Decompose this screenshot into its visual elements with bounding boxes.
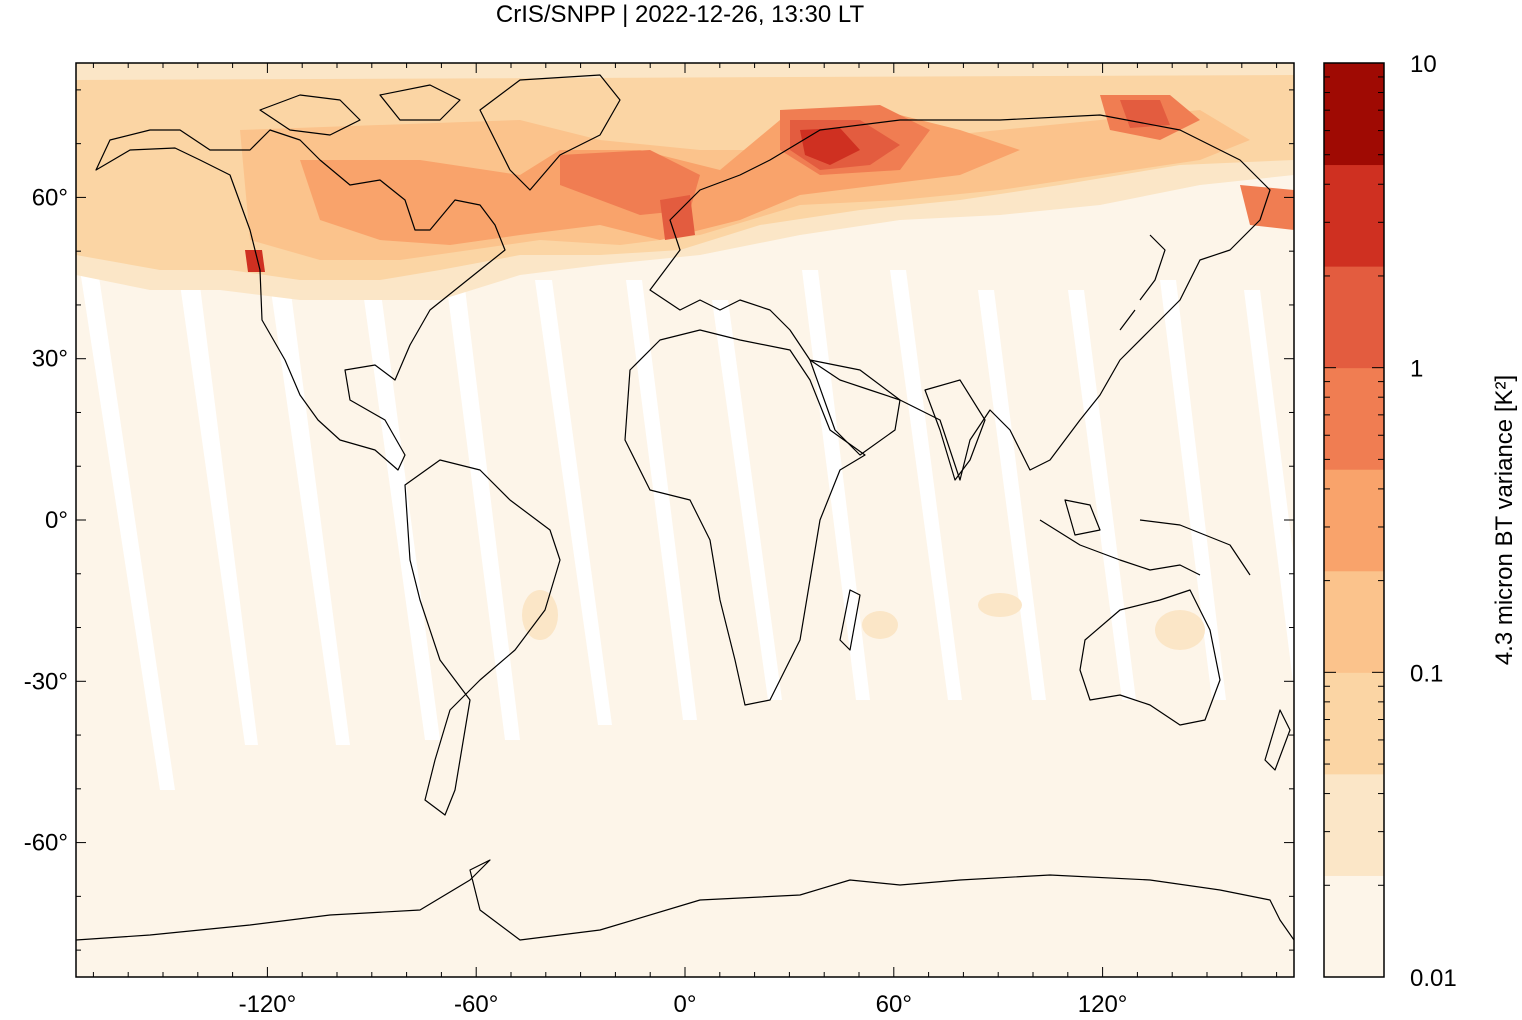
coastline-arctic-islands bbox=[259, 84, 461, 136]
x-tick-label: -120° bbox=[239, 991, 297, 1018]
orbit-gap bbox=[890, 270, 962, 700]
coastline-north-america bbox=[95, 129, 506, 471]
variance-region-max2 bbox=[245, 250, 265, 272]
colorbar-ticks bbox=[1324, 76, 1384, 978]
coastline-south-america bbox=[404, 459, 561, 816]
colorbar-tick-label: 1 bbox=[1410, 356, 1423, 383]
coastline-india bbox=[924, 379, 986, 481]
variance-region-high5 bbox=[1240, 185, 1294, 230]
colorbar-band bbox=[1324, 266, 1384, 369]
colorbar-band bbox=[1324, 469, 1384, 572]
coastline-africa bbox=[624, 329, 866, 706]
coastline-arabia bbox=[809, 359, 901, 456]
variance-patch bbox=[1155, 610, 1205, 650]
colorbar-tick-label: 10 bbox=[1410, 51, 1437, 78]
orbit-gap bbox=[1160, 280, 1226, 700]
x-tick-label: 0° bbox=[674, 991, 697, 1018]
orbit-gap bbox=[802, 270, 870, 700]
orbit-gap bbox=[360, 270, 440, 740]
variance-patch bbox=[978, 593, 1022, 617]
colorbar: 10 1 0.1 0.01 4.3 micron BT variance [K²] bbox=[1323, 51, 1518, 992]
orbit-gap bbox=[535, 280, 612, 725]
variance-patch bbox=[862, 611, 898, 639]
orbit-gap bbox=[80, 270, 175, 790]
orbit-gap bbox=[446, 280, 520, 740]
colorbar-band bbox=[1324, 570, 1384, 673]
y-tick-label: 30° bbox=[32, 346, 68, 373]
orbit-gap bbox=[1068, 290, 1136, 700]
coastline-japan bbox=[1119, 234, 1166, 331]
orbit-gap bbox=[1244, 290, 1294, 690]
colorbar-band bbox=[1324, 63, 1384, 166]
y-tick-label: 60° bbox=[32, 184, 68, 211]
colorbar-band bbox=[1324, 773, 1384, 876]
variance-patch bbox=[522, 590, 558, 640]
colorbar-tick-label: 0.1 bbox=[1410, 660, 1443, 687]
map-panel: -120° -60° 0° 60° 120° 60° 30° 0° -30° -60° bbox=[24, 62, 1295, 1018]
coastline-indonesia bbox=[1039, 499, 1251, 576]
colorbar-band bbox=[1324, 164, 1384, 267]
variance-field bbox=[76, 63, 1294, 650]
colorbar-band bbox=[1324, 367, 1384, 470]
x-tick-label: 120° bbox=[1078, 991, 1128, 1018]
coastlines bbox=[76, 74, 1294, 941]
coastline-australia bbox=[1079, 589, 1221, 726]
coastline-antarctica bbox=[76, 859, 1294, 941]
variance-region-max bbox=[800, 128, 860, 165]
colorbar-tick-labels: 10 1 0.1 0.01 bbox=[1410, 51, 1457, 992]
coastline-eurasia bbox=[649, 114, 1271, 481]
map-title: CrIS/SNPP | 2022-12-26, 13:30 LT bbox=[495, 1, 865, 28]
orbit-gap bbox=[178, 270, 258, 745]
orbit-gap bbox=[626, 280, 697, 720]
colorbar-frame bbox=[1323, 62, 1385, 978]
orbit-gap bbox=[268, 270, 350, 745]
map-ticks bbox=[76, 63, 1294, 977]
colorbar-label: 4.3 micron BT variance [K²] bbox=[1491, 375, 1518, 665]
orbit-gap bbox=[712, 300, 782, 700]
variance-region-peak2 bbox=[660, 195, 695, 240]
orbit-gap bbox=[978, 290, 1046, 700]
coastline-greenland bbox=[479, 74, 621, 191]
y-tick-label: -30° bbox=[24, 668, 68, 695]
x-tick-label: -60° bbox=[454, 991, 498, 1018]
colorbar-band bbox=[1324, 672, 1384, 775]
variance-region-high2 bbox=[560, 150, 700, 215]
y-tick-label: -60° bbox=[24, 830, 68, 857]
colorbar-band bbox=[1324, 875, 1384, 978]
coastline-new-zealand bbox=[1264, 709, 1291, 771]
x-tick-label: 60° bbox=[876, 991, 912, 1018]
colorbar-tick-label: 0.01 bbox=[1410, 965, 1457, 992]
y-tick-label: 0° bbox=[45, 507, 68, 534]
colorbar-bands bbox=[1324, 63, 1384, 978]
map-tick-labels: -120° -60° 0° 60° 120° 60° 30° 0° -30° -60° bbox=[24, 184, 1128, 1018]
coastline-madagascar bbox=[839, 589, 861, 651]
